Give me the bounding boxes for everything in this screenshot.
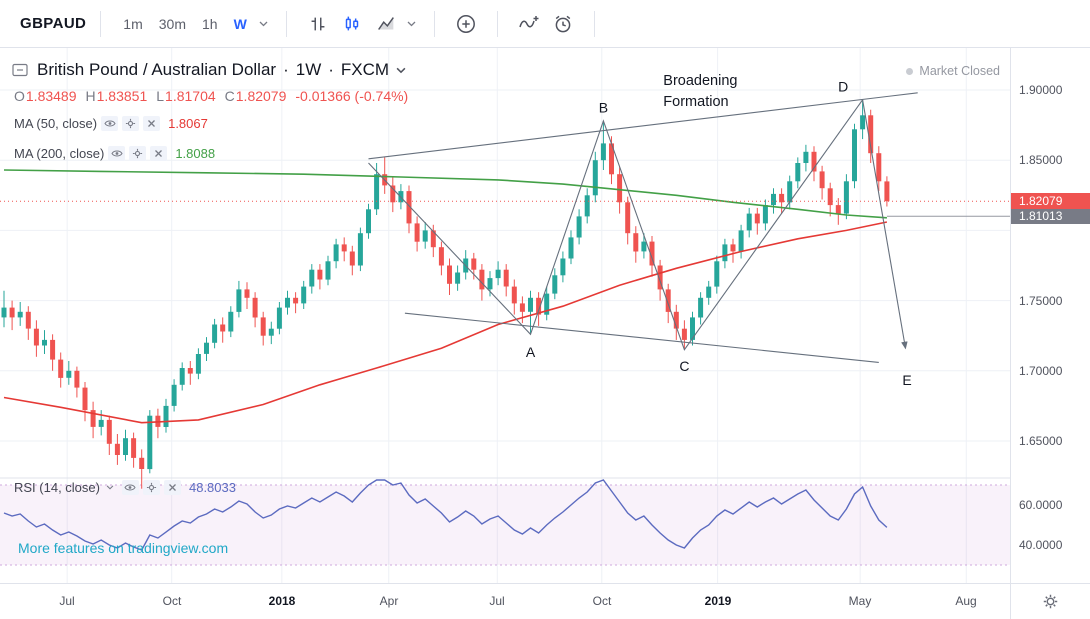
ma50-label: MA (50, close)	[14, 116, 98, 131]
symbol-button[interactable]: GBPAUD	[20, 15, 87, 32]
chart-pane: A B C D E Broadening Formation British Pound /…	[0, 48, 1010, 583]
time-axis-label: Oct	[592, 594, 612, 608]
rsi-axis-label: 60.0000	[1019, 498, 1063, 512]
eye-icon[interactable]	[121, 480, 139, 495]
top-toolbar: GBPAUD 1m 30m 1h W	[0, 0, 1090, 48]
legend-separator: ·	[328, 60, 334, 79]
symbol-legend[interactable]: British Pound / Australian Dollar · 1W ·…	[12, 60, 410, 80]
indicator-ma50-row: MA (50, close) 1.8067	[14, 116, 208, 131]
settings-gear-icon[interactable]	[142, 480, 160, 495]
low-value: 1.81704	[165, 88, 216, 104]
eye-icon[interactable]	[108, 146, 126, 161]
ma200-label: MA (200, close)	[14, 146, 105, 161]
svg-text:B: B	[599, 100, 608, 116]
toolbar-divider	[496, 10, 498, 37]
ohlc-readout: O 1.83489 H 1.83851 L 1.81704 C 1.82079 …	[14, 88, 417, 104]
market-status-text: Market Closed	[919, 64, 1000, 78]
timeframe-1m-button[interactable]: 1m	[123, 15, 143, 32]
price-badge: 1.82079	[1011, 193, 1090, 209]
legend-interval: 1W	[295, 60, 322, 79]
legend-exchange: FXCM	[340, 60, 390, 79]
rsi-axis-label: 40.0000	[1019, 538, 1063, 552]
candles-chart-type-icon[interactable]	[338, 10, 366, 38]
area-chart-type-icon[interactable]	[372, 10, 400, 38]
svg-text:D: D	[838, 78, 848, 94]
toolbar-divider	[100, 10, 102, 37]
price-axis-label: 1.75000	[1019, 294, 1063, 308]
settings-gear-icon[interactable]	[129, 146, 147, 161]
price-axis[interactable]: 1.90000 1.85000 1.75000 1.70000 1.65000 60.00…	[1010, 48, 1090, 583]
time-axis-label: Oct	[162, 594, 182, 608]
alert-clock-icon[interactable]	[549, 10, 577, 38]
high-value: 1.83851	[96, 88, 148, 104]
collapse-legend-icon[interactable]	[12, 63, 28, 77]
close-value: 1.82079	[235, 88, 287, 104]
eye-icon[interactable]	[101, 116, 119, 131]
indicator-rsi-row: RSI (14, close) 48.8033	[14, 480, 236, 495]
price-axis-label: 1.85000	[1019, 153, 1063, 167]
indicators-line-tools-icon[interactable]	[515, 10, 543, 38]
svg-text:Formation: Formation	[663, 94, 728, 110]
price-axis-label: 1.65000	[1019, 434, 1063, 448]
tradingview-promo-link[interactable]: More features on tradingview.com	[18, 540, 229, 556]
close-icon[interactable]	[143, 116, 161, 131]
timeframe-dropdown-icon[interactable]	[259, 21, 268, 27]
price-axis-label: 1.90000	[1019, 83, 1063, 97]
svg-text:E: E	[902, 372, 911, 388]
bars-chart-type-icon[interactable]	[304, 10, 332, 38]
legend-dropdown-icon[interactable]	[396, 67, 406, 74]
price-badge: 1.81013	[1011, 208, 1090, 224]
high-label: H	[85, 88, 96, 104]
time-axis-label: Jul	[59, 594, 75, 608]
time-axis-label: Apr	[379, 594, 399, 608]
rsi-dropdown-icon[interactable]	[106, 485, 114, 490]
svg-text:C: C	[679, 358, 689, 374]
time-axis-label: Aug	[955, 594, 977, 608]
indicator-ma200-row: MA (200, close) 1.8088	[14, 146, 215, 161]
close-label: C	[224, 88, 235, 104]
market-status-dot	[906, 67, 914, 75]
ma50-value: 1.8067	[168, 116, 208, 131]
legend-separator: ·	[283, 60, 289, 79]
timeframe-30m-button[interactable]: 30m	[158, 15, 186, 32]
svg-text:Broadening: Broadening	[663, 73, 737, 89]
price-axis-label: 1.70000	[1019, 364, 1063, 378]
timeframe-w-button[interactable]: W	[233, 15, 247, 32]
change-value: -0.01366 (-0.74%)	[295, 88, 409, 104]
chart-type-dropdown-icon[interactable]	[407, 21, 416, 27]
ma200-value: 1.8088	[175, 146, 216, 161]
time-axis-label: May	[848, 594, 872, 608]
close-icon[interactable]	[150, 146, 168, 161]
time-axis-label: Jul	[489, 594, 505, 608]
chart-canvas[interactable]: A B C D E Broadening Formation	[0, 48, 1010, 583]
svg-text:A: A	[526, 344, 536, 360]
axis-settings-corner	[1010, 583, 1090, 619]
timeframe-1h-button[interactable]: 1h	[201, 15, 218, 32]
open-value: 1.83489	[25, 88, 77, 104]
toolbar-divider	[285, 10, 287, 37]
time-axis-label: 2019	[704, 594, 732, 608]
chart-settings-gear-icon[interactable]	[1042, 593, 1059, 610]
toolbar-divider	[433, 10, 435, 37]
close-icon[interactable]	[163, 480, 181, 495]
settings-gear-icon[interactable]	[122, 116, 140, 131]
legend-symbol-title: British Pound / Australian Dollar	[37, 60, 277, 79]
time-axis[interactable]: Jul Oct 2018 Apr Jul Oct 2019 May Aug	[0, 583, 1010, 619]
toolbar-divider	[593, 10, 595, 37]
rsi-value: 48.8033	[188, 480, 236, 495]
open-label: O	[14, 88, 25, 104]
rsi-label: RSI (14, close)	[14, 480, 100, 495]
low-label: L	[156, 88, 165, 104]
time-axis-label: 2018	[268, 594, 296, 608]
compare-add-icon[interactable]	[452, 10, 480, 38]
market-status: Market Closed	[906, 64, 1000, 78]
